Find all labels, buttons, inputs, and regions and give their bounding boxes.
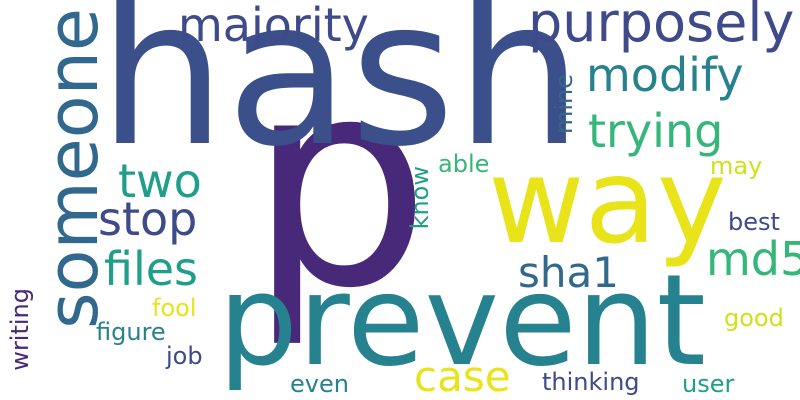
word-hash: hash [98,0,584,191]
word-best: best [728,208,780,236]
word-p: p [248,16,431,351]
word-md5: md5 [706,232,800,286]
word-someone: someone [32,8,114,329]
word-sha1: sha1 [518,248,619,297]
word-user: user [682,370,735,398]
word-trying: trying [588,104,724,158]
word-case: case [414,352,511,400]
word-able: able [438,150,490,178]
word-good: good [724,304,784,332]
word-mine: mine [550,74,578,135]
word-know: know [406,166,434,230]
word-prevent: prevent [218,247,706,394]
word-writing: writing [6,288,34,371]
word-two: two [118,154,202,208]
word-fool: fool [152,294,197,322]
word-thinking: thinking [542,368,640,396]
word-majority: majority [178,0,369,52]
word-modify: modify [586,48,744,102]
word-stop: stop [98,192,198,246]
word-figure: figure [96,318,166,346]
word-files: files [104,242,199,296]
word-may: may [710,152,763,180]
word-purposely: purposely [528,0,795,54]
word-job: job [166,342,203,370]
word-way: way [488,132,727,270]
word-even: even [290,370,349,398]
